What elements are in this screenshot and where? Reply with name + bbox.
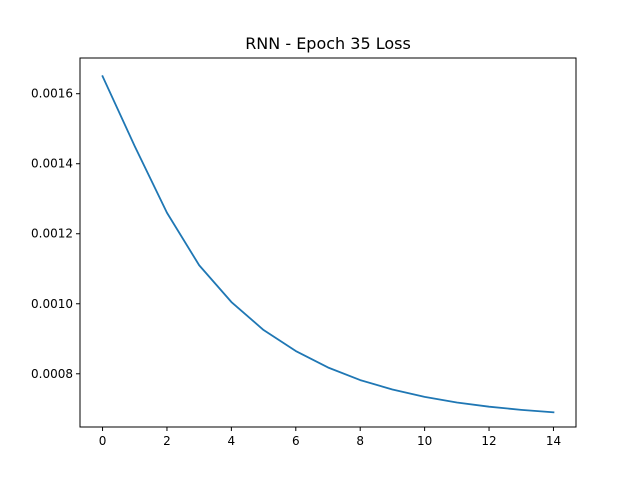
x-tick-label: 8 bbox=[356, 434, 364, 448]
x-tick-label: 14 bbox=[546, 434, 561, 448]
data-point bbox=[488, 406, 490, 408]
y-tick-label: 0.0014 bbox=[31, 157, 73, 171]
data-point bbox=[198, 264, 200, 266]
data-point bbox=[263, 329, 265, 331]
y-tick-label: 0.0010 bbox=[31, 297, 73, 311]
plot-area bbox=[101, 75, 555, 414]
data-point bbox=[359, 379, 361, 381]
data-point bbox=[327, 367, 329, 369]
data-point bbox=[295, 350, 297, 352]
data-point bbox=[456, 402, 458, 404]
axes-frame bbox=[79, 57, 577, 428]
y-tick-label: 0.0016 bbox=[31, 87, 73, 101]
data-point bbox=[520, 409, 522, 411]
data-point bbox=[102, 75, 104, 77]
x-tick-label: 2 bbox=[163, 434, 171, 448]
y-axis: 0.0008 0.0010 0.0012 0.0014 0.0016 bbox=[31, 87, 80, 381]
loss-line bbox=[101, 75, 555, 414]
data-point bbox=[424, 396, 426, 398]
data-point bbox=[166, 212, 168, 214]
data-point bbox=[230, 301, 232, 303]
y-tick-label: 0.0012 bbox=[31, 227, 73, 241]
y-tick-label: 0.0008 bbox=[31, 367, 73, 381]
x-tick-label: 12 bbox=[481, 434, 496, 448]
x-tick-label: 4 bbox=[228, 434, 236, 448]
x-tick-label: 0 bbox=[99, 434, 107, 448]
data-point bbox=[553, 411, 555, 413]
data-point bbox=[134, 145, 136, 147]
x-tick-label: 6 bbox=[292, 434, 300, 448]
x-axis: 0 2 4 6 8 10 12 14 bbox=[99, 427, 561, 448]
chart-title: RNN - Epoch 35 Loss bbox=[245, 34, 411, 53]
data-point bbox=[392, 389, 394, 391]
x-tick-label: 10 bbox=[417, 434, 432, 448]
